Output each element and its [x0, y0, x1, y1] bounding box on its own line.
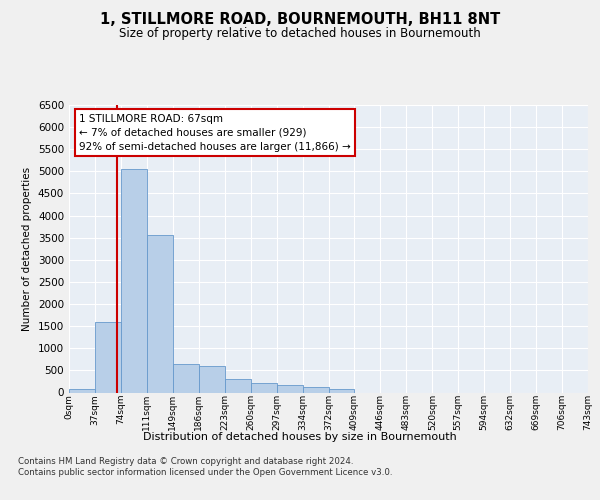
Bar [199, 366, 224, 392]
Bar [329, 389, 355, 392]
Bar [173, 364, 199, 392]
Text: 1, STILLMORE ROAD, BOURNEMOUTH, BH11 8NT: 1, STILLMORE ROAD, BOURNEMOUTH, BH11 8NT [100, 12, 500, 28]
Bar [277, 384, 302, 392]
Bar [225, 379, 251, 392]
Text: Size of property relative to detached houses in Bournemouth: Size of property relative to detached ho… [119, 28, 481, 40]
Y-axis label: Number of detached properties: Number of detached properties [22, 166, 32, 331]
Bar [69, 390, 95, 392]
Bar [95, 322, 121, 392]
Bar [302, 387, 329, 392]
Bar [251, 383, 277, 392]
Text: Distribution of detached houses by size in Bournemouth: Distribution of detached houses by size … [143, 432, 457, 442]
Bar [147, 236, 173, 392]
Text: 1 STILLMORE ROAD: 67sqm
← 7% of detached houses are smaller (929)
92% of semi-de: 1 STILLMORE ROAD: 67sqm ← 7% of detached… [79, 114, 351, 152]
Bar [121, 169, 147, 392]
Text: Contains HM Land Registry data © Crown copyright and database right 2024.
Contai: Contains HM Land Registry data © Crown c… [18, 458, 392, 477]
